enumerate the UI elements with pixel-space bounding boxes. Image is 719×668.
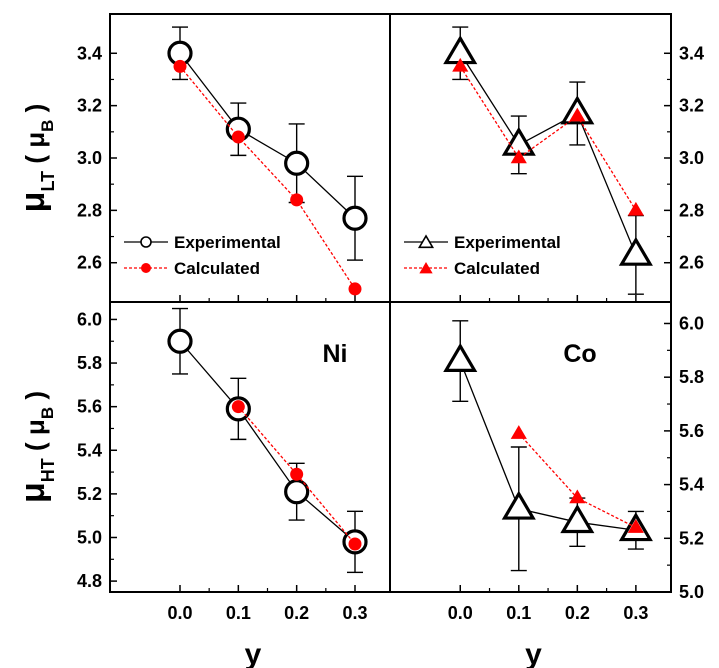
x-axis-label: y	[525, 638, 542, 668]
x-tick-label: 0.3	[342, 603, 367, 623]
experimental-point	[443, 342, 478, 372]
x-tick-label: 0.3	[623, 603, 648, 623]
legend-label: Calculated	[174, 259, 260, 278]
x-tick-label: 0.1	[226, 603, 251, 623]
calculated-line	[179, 65, 356, 290]
experimental-point	[501, 490, 536, 520]
y-tick-label: 5.0	[679, 582, 704, 602]
y-tick-label: 3.0	[679, 148, 704, 168]
legend-label: Experimental	[174, 233, 281, 252]
panel-bottom-right: 5.0 5.2 5.4 5.6 5.8 6.0 0.0 0.1 0.2 0.3 y Co	[443, 313, 704, 668]
y-tick-label: 2.6	[679, 253, 704, 273]
y-tick-label: 5.6	[77, 397, 102, 417]
legend-label: Calculated	[454, 259, 540, 278]
legend-marker	[140, 236, 152, 248]
y-tick-label: 3.2	[679, 96, 704, 116]
panel-bottom-left: 4.8 5.0 5.2 5.4 5.6 5.8 6.0 0.0 0.1 0.2 0.3 y Ni μHT …	[14, 307, 368, 668]
y-tick-label: 3.4	[679, 43, 704, 63]
y-tick-label: 5.4	[77, 440, 102, 460]
y-tick-label: 5.6	[679, 421, 704, 441]
legend-marker	[141, 263, 151, 273]
experimental-point	[342, 205, 368, 231]
y-axis-label: μHT ( μB )	[14, 391, 58, 503]
calculated-point	[348, 282, 362, 296]
experimental-point	[560, 504, 595, 534]
panel-top-left: 2.6 2.8 3.0 3.2 3.4 Experimental Calculated μLT…	[14, 26, 368, 302]
y-tick-label: 5.0	[77, 527, 102, 547]
x-tick-label: 0.2	[284, 603, 309, 623]
experimental-point	[167, 328, 193, 354]
y-axis-label: μLT ( μB )	[14, 104, 58, 213]
legend-marker	[417, 234, 435, 249]
calculated-point	[510, 425, 527, 439]
y-tick-label: 5.8	[77, 353, 102, 373]
x-tick-label: 0.1	[506, 603, 531, 623]
calculated-point	[348, 537, 362, 551]
y-tick-label: 6.0	[679, 313, 704, 333]
y-tick-label: 6.0	[77, 309, 102, 329]
x-tick-label: 0.2	[565, 603, 590, 623]
calculated-point	[569, 489, 586, 504]
calculated-point	[510, 149, 527, 164]
x-axis-label: y	[245, 638, 262, 668]
y-tick-label: 2.8	[679, 200, 704, 220]
calculated-point	[290, 467, 304, 481]
calculated-point	[231, 130, 245, 144]
experimental-line	[179, 52, 356, 219]
panel-annotation: Ni	[323, 340, 348, 368]
y-tick-label: 3.4	[77, 43, 102, 63]
y-tick-label: 3.0	[77, 148, 102, 168]
calculated-point	[627, 519, 644, 533]
calculated-point	[173, 59, 187, 73]
y-tick-label: 5.2	[679, 528, 704, 548]
y-tick-label: 5.4	[679, 475, 704, 495]
y-tick-label: 5.2	[77, 484, 102, 504]
calculated-point	[290, 193, 304, 207]
experimental-line	[459, 360, 636, 531]
x-tick-label: 0.0	[167, 603, 192, 623]
panel-top-right: 2.6 2.8 3.0 3.2 3.4 Experimental Calculated	[404, 26, 704, 302]
calculated-point	[231, 400, 245, 414]
legend: Experimental Calculated	[124, 233, 281, 278]
plot-layer: 2.6 2.8 3.0 3.2 3.4 Experimental Calculated μLT…	[14, 26, 704, 668]
legend-label: Experimental	[454, 233, 561, 252]
experimental-line	[179, 340, 356, 543]
y-tick-label: 2.8	[77, 200, 102, 220]
experimental-point	[618, 236, 653, 266]
y-tick-label: 2.6	[77, 253, 102, 273]
y-tick-label: 5.8	[679, 367, 704, 387]
calculated-point	[452, 57, 469, 72]
legend-marker	[419, 262, 433, 274]
calculated-line	[459, 66, 637, 211]
x-tick-label: 0.0	[448, 603, 473, 623]
axes-frame	[109, 13, 672, 593]
y-tick-label: 3.2	[77, 96, 102, 116]
calculated-point	[627, 201, 644, 216]
experimental-line	[459, 52, 637, 256]
y-tick-label: 4.8	[77, 571, 102, 591]
panel-annotation: Co	[563, 340, 596, 368]
calculated-point	[569, 107, 586, 122]
legend: Experimental Calculated	[404, 233, 561, 278]
experimental-point	[284, 150, 310, 176]
